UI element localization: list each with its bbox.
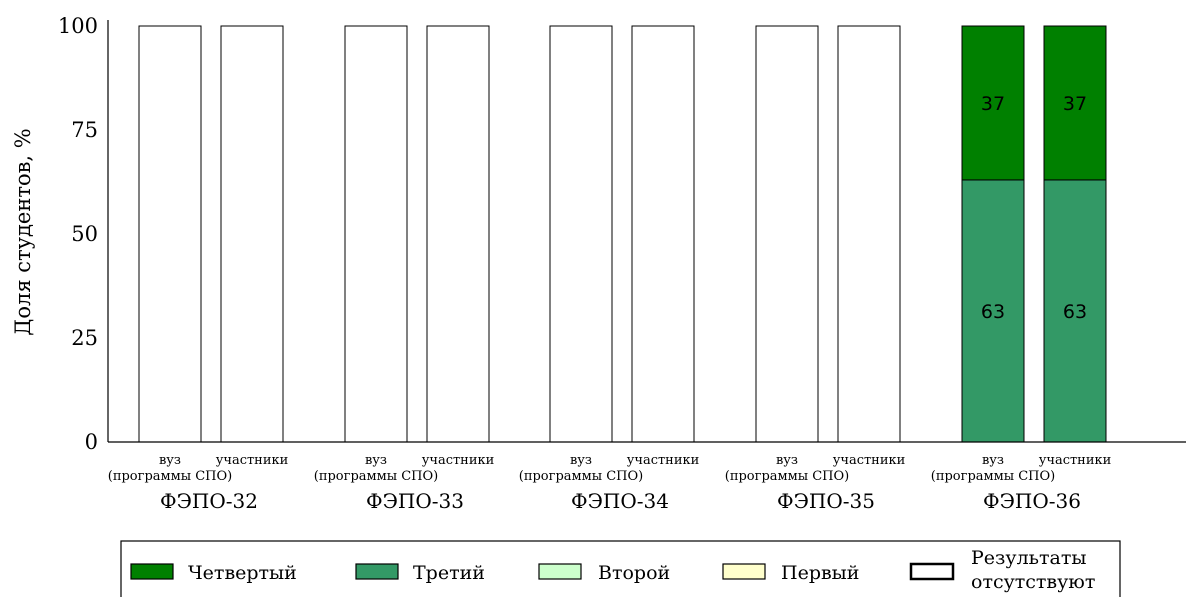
legend-label: Второй — [598, 562, 670, 584]
legend: Четвертый Третий Второй Первый Результатыотс… — [120, 540, 1121, 597]
y-tick-label: 0 — [85, 430, 98, 454]
legend-swatch — [355, 563, 399, 580]
subcategory-label: участники — [1039, 453, 1112, 468]
group-label: ФЭПО-36 — [983, 489, 1081, 513]
subcategory-label: участники — [422, 453, 495, 468]
group-label: ФЭПО-34 — [571, 489, 669, 513]
subcategory-label: вуз — [570, 453, 592, 468]
bar-segment-fourth — [1043, 25, 1107, 181]
data-label: 37 — [1063, 93, 1087, 115]
legend-swatch — [538, 563, 582, 580]
subcategory-label-line2: (программы СПО) — [931, 469, 1055, 484]
segment-labels: 63 37 63 37 — [981, 93, 1087, 323]
bar-segment-none — [344, 25, 408, 443]
subcategory-label: участники — [627, 453, 700, 468]
legend-swatch — [722, 563, 766, 580]
data-label: 63 — [1063, 301, 1087, 323]
y-tick-label: 25 — [71, 326, 98, 350]
bars — [138, 25, 1107, 443]
subcategory-label: вуз — [159, 453, 181, 468]
bar-segment-fourth — [961, 25, 1025, 181]
bar-segment-none — [837, 25, 901, 443]
legend-label: Результаты — [971, 547, 1086, 569]
data-label: 63 — [981, 301, 1005, 323]
group-label: ФЭПО-33 — [366, 489, 464, 513]
legend-swatch — [909, 562, 955, 581]
x-tick-labels: вуз(программы СПО)участникиФЭПО-32вуз(пр… — [108, 453, 1112, 513]
bar-segment-none — [138, 25, 202, 443]
axes: 0 25 50 75 100 — [58, 14, 1186, 454]
subcategory-label-line2: (программы СПО) — [725, 469, 849, 484]
y-tick-label: 75 — [71, 118, 98, 142]
y-tick-label: 100 — [58, 14, 98, 38]
data-label: 37 — [981, 93, 1005, 115]
subcategory-label: участники — [216, 453, 289, 468]
subcategory-label-line2: (программы СПО) — [108, 469, 232, 484]
group-label: ФЭПО-32 — [160, 489, 258, 513]
bar-segment-none — [426, 25, 490, 443]
subcategory-label-line2: (программы СПО) — [314, 469, 438, 484]
y-axis-label: Доля студентов, % — [11, 128, 35, 335]
group-label: ФЭПО-35 — [777, 489, 875, 513]
subcategory-label-line2: (программы СПО) — [519, 469, 643, 484]
bar-segment-none — [755, 25, 819, 443]
legend-label: Третий — [413, 562, 485, 584]
bar-segment-none — [631, 25, 695, 443]
legend-swatch — [130, 563, 174, 580]
subcategory-label: вуз — [776, 453, 798, 468]
subcategory-label: вуз — [365, 453, 387, 468]
y-tick-label: 50 — [71, 222, 98, 246]
legend-label-line2: отсутствуют — [971, 571, 1095, 593]
legend-label: Первый — [781, 562, 859, 584]
legend-label: Четвертый — [188, 562, 297, 584]
bar-segment-none — [220, 25, 284, 443]
bar-segment-none — [549, 25, 613, 443]
subcategory-label: участники — [833, 453, 906, 468]
bar-segment-third — [961, 179, 1025, 443]
subcategory-label: вуз — [982, 453, 1004, 468]
